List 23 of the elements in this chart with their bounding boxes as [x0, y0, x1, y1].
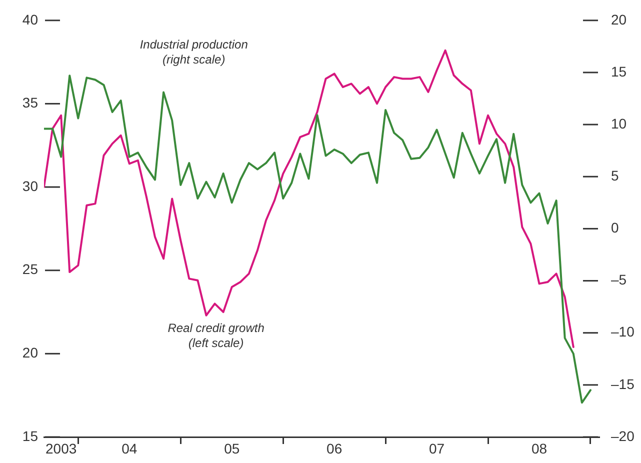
y2-tick-label: –5	[611, 272, 627, 288]
x-tick-label: 04	[122, 440, 138, 456]
y-tick-label: 40	[22, 11, 38, 28]
y2-tick-label: –20	[611, 428, 635, 444]
x-tick-label: 07	[428, 440, 445, 456]
x-tick-label: 08	[531, 440, 548, 456]
y2-tick-label: –15	[611, 376, 635, 392]
y-tick-label: 20	[22, 344, 38, 361]
y2-tick-label: 0	[611, 220, 619, 236]
x-tick-label: 06	[326, 440, 342, 456]
y-tick-label: 35	[22, 94, 38, 111]
series-label: Real credit growth (left scale)	[168, 321, 265, 350]
y2-tick-label: –10	[611, 324, 635, 340]
x-tick-label: 2003	[46, 440, 77, 456]
x-tick-label: 05	[224, 440, 240, 456]
y-tick-label: 15	[22, 428, 38, 444]
y2-tick-label: 5	[611, 167, 619, 184]
y2-tick-label: 20	[611, 11, 627, 28]
y-tick-label: 25	[22, 261, 38, 278]
text: Industrial production (right scale)	[140, 38, 248, 67]
y-tick-label: 30	[22, 178, 38, 194]
y2-tick-label: 15	[611, 63, 627, 80]
y2-tick-label: 10	[611, 115, 627, 132]
